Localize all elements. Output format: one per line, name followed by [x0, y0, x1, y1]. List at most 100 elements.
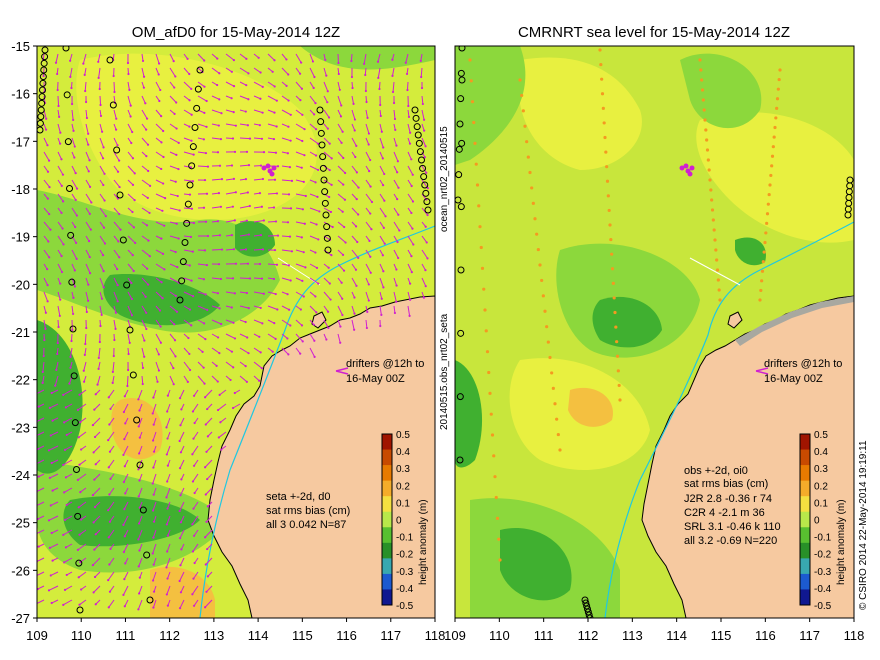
velocity-arrow: [71, 263, 76, 271]
velocity-arrow: [99, 305, 103, 315]
velocity-arrow: [337, 305, 343, 316]
velocity-arrow: [295, 347, 301, 354]
velocity-arrow: [141, 263, 148, 270]
velocity-arrow-head: [103, 172, 106, 175]
velocity-arrow-head: [138, 592, 141, 595]
velocity-arrow: [253, 234, 262, 237]
velocity-arrow: [85, 291, 89, 301]
velocity-arrow-head: [248, 277, 252, 280]
velocity-arrow-head: [118, 185, 121, 189]
velocity-arrow: [43, 235, 49, 242]
velocity-arrow-head: [204, 151, 208, 155]
track-dot: [611, 281, 615, 285]
velocity-arrow-head: [93, 408, 96, 411]
x-tick-label: 115: [292, 628, 313, 643]
velocity-arrow: [309, 263, 318, 269]
velocity-arrow-head: [272, 277, 276, 281]
velocity-arrow-head: [353, 118, 357, 121]
velocity-arrow-head: [397, 186, 400, 189]
velocity-arrow-head: [285, 58, 288, 61]
velocity-arrow-head: [246, 124, 249, 127]
right-anomaly-light-patch: [518, 57, 642, 170]
obs-circle: [109, 101, 117, 109]
velocity-arrow-head: [314, 181, 317, 184]
velocity-arrow: [309, 67, 315, 78]
velocity-arrow: [54, 375, 59, 386]
velocity-arrow-head: [289, 139, 292, 142]
velocity-arrow-head: [408, 314, 411, 317]
velocity-arrow: [197, 333, 206, 340]
velocity-arrow-head: [99, 324, 102, 328]
velocity-arrow: [337, 221, 345, 228]
velocity-arrow-head: [422, 296, 426, 299]
track-dot: [540, 278, 544, 283]
track-dot: [706, 158, 710, 162]
velocity-arrow-head: [165, 566, 168, 569]
velocity-arrow-head: [369, 185, 372, 188]
right-map: [455, 46, 854, 618]
velocity-arrow-head: [260, 205, 263, 208]
track-dot: [493, 475, 497, 479]
velocity-arrow-head: [192, 604, 196, 607]
velocity-arrow: [155, 81, 161, 91]
velocity-arrow-head: [289, 279, 292, 282]
velocity-arrow: [281, 67, 289, 75]
velocity-arrow-head: [301, 279, 304, 283]
velocity-arrow: [211, 109, 222, 114]
velocity-arrow-head: [151, 579, 155, 582]
velocity-arrow: [166, 585, 171, 595]
velocity-arrow-head: [34, 505, 36, 507]
track-dot: [550, 371, 554, 375]
velocity-arrow-head: [104, 215, 107, 218]
velocity-arrow: [57, 95, 60, 107]
right-drifter-note-line1: drifters @12h to: [764, 358, 842, 370]
velocity-arrow: [239, 375, 248, 383]
obs-circle: [318, 141, 326, 149]
velocity-arrow-head: [380, 297, 383, 300]
velocity-arrow: [139, 543, 143, 551]
velocity-arrow-head: [290, 179, 294, 182]
velocity-arrow-head: [189, 235, 193, 239]
track-dot: [709, 188, 713, 192]
track-dot: [538, 263, 542, 267]
velocity-arrow: [85, 221, 92, 230]
velocity-arrow-head: [166, 437, 169, 440]
velocity-arrow-head: [84, 342, 87, 346]
velocity-arrow-head: [99, 103, 102, 107]
velocity-arrow: [239, 95, 249, 100]
velocity-arrow-head: [162, 155, 165, 159]
left-anomaly-orange-patch: [150, 566, 215, 618]
velocity-arrow-head: [231, 137, 235, 140]
velocity-arrow: [421, 235, 428, 243]
velocity-arrow: [225, 219, 235, 223]
velocity-arrow-head: [124, 492, 127, 495]
velocity-arrow: [232, 403, 241, 409]
obs-circle: [421, 181, 429, 189]
velocity-arrow: [295, 221, 305, 225]
velocity-arrow: [85, 137, 89, 145]
velocity-arrow-head: [50, 531, 53, 535]
velocity-arrow: [49, 473, 59, 479]
velocity-arrow: [83, 361, 87, 371]
velocity-arrow-head: [60, 254, 63, 258]
velocity-arrow: [57, 263, 63, 273]
velocity-arrow-head: [315, 223, 318, 226]
right-map-frame: [454, 45, 855, 619]
velocity-arrow: [309, 235, 319, 240]
velocity-arrow-head: [396, 197, 399, 201]
track-dot: [776, 87, 780, 91]
obs-circle: [455, 171, 463, 179]
left-stats-block: seta +-2d, d0 sat rms bias (cm) all 3 0.…: [266, 491, 350, 531]
velocity-arrow-head: [62, 393, 65, 396]
obs-circle: [455, 145, 463, 153]
track-dot: [470, 100, 475, 104]
velocity-arrow: [65, 473, 73, 478]
velocity-arrow-head: [83, 73, 86, 76]
right-anomaly-green-patch: [455, 46, 526, 165]
velocity-arrow-head: [314, 295, 317, 298]
track-dot: [536, 247, 540, 252]
velocity-arrow-head: [230, 234, 234, 237]
velocity-arrow-head: [411, 200, 415, 203]
velocity-arrow-head: [103, 242, 107, 245]
velocity-arrow-head: [245, 57, 248, 60]
